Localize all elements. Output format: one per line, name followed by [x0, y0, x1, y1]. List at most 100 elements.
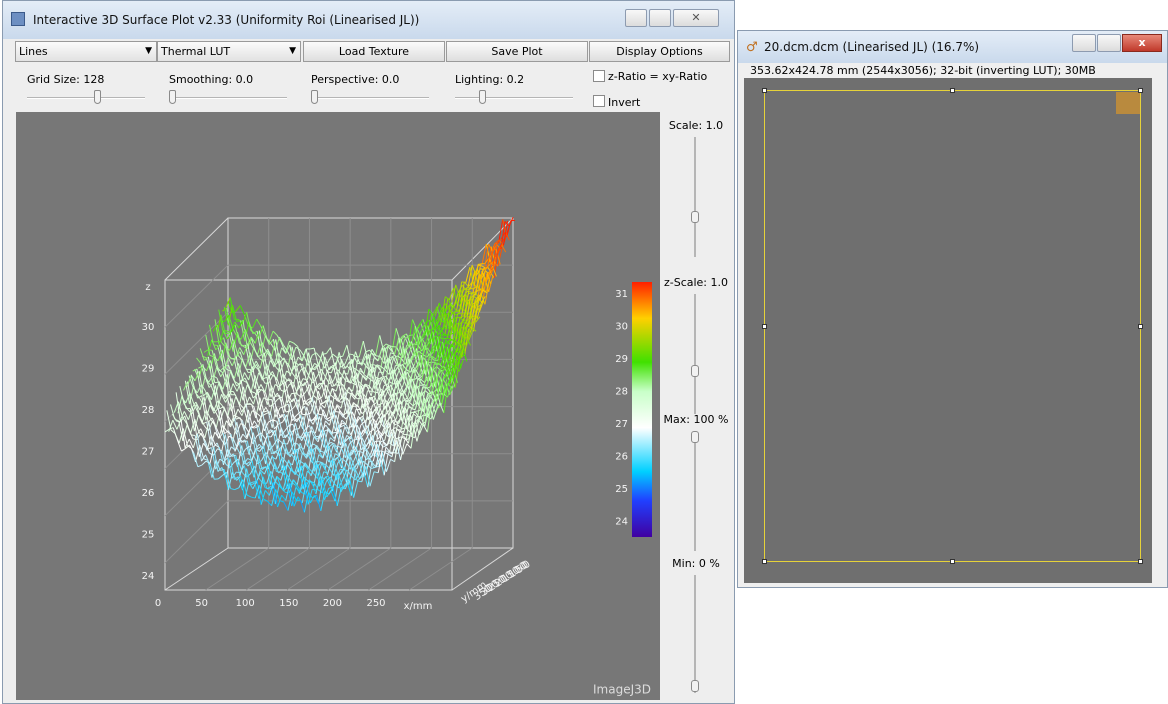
checkbox[interactable] — [593, 95, 605, 107]
app-icon — [11, 12, 25, 26]
side-slider-label: Min: 0 % — [661, 557, 731, 570]
surface-line — [458, 313, 462, 314]
colorbar-tick-label: 30 — [615, 322, 628, 333]
surface-line — [358, 481, 362, 482]
close-button[interactable]: x — [1122, 34, 1162, 52]
roi-handle — [1138, 88, 1143, 93]
slider-track — [27, 97, 145, 99]
slider-label: Smoothing: 0.0 — [169, 73, 287, 86]
side-panel — [661, 113, 731, 701]
maximize-button[interactable] — [649, 9, 671, 27]
slider-knob[interactable] — [169, 90, 176, 104]
x-tick-label: 100 — [236, 598, 255, 609]
title-bar: Interactive 3D Surface Plot v2.33 (Unifo… — [3, 1, 734, 39]
colorbar-tick-label: 27 — [615, 419, 628, 430]
side-slider-label: Max: 100 % — [661, 413, 731, 426]
save-plot-button[interactable]: Save Plot — [446, 41, 588, 62]
side-slider-track — [694, 294, 696, 414]
roi-handle — [762, 324, 767, 329]
slider-track — [311, 97, 429, 99]
roi-handle — [1138, 324, 1143, 329]
roi-rectangle — [764, 90, 1141, 562]
slider-knob[interactable] — [479, 90, 486, 104]
x-tick-label: 50 — [195, 598, 208, 609]
checkbox[interactable] — [593, 70, 605, 82]
colorbar-tick-label: 29 — [615, 354, 628, 365]
slider-label: Grid Size: 128 — [27, 73, 145, 86]
title-bar: ♂ 20.dcm.dcm (Linearised JL) (16.7%) x — [738, 31, 1167, 63]
surface-line — [414, 411, 418, 412]
x-tick-label: 150 — [279, 598, 298, 609]
image-panel: 353.62x424.78 mm (2544x3056); 32-bit (in… — [738, 63, 1167, 587]
close-button[interactable]: ✕ — [673, 9, 719, 27]
lut-dropdown[interactable]: Thermal LUT▼ — [157, 41, 301, 62]
slider-track — [169, 97, 287, 99]
surface-line — [455, 314, 459, 315]
surface-line — [236, 472, 240, 473]
image-canvas — [744, 78, 1152, 583]
color-bar — [632, 282, 652, 537]
maximize-button[interactable] — [1097, 34, 1121, 52]
surface-line — [411, 409, 415, 410]
roi-handle — [950, 88, 955, 93]
z-tick-label: 25 — [142, 530, 155, 541]
slider-knob[interactable] — [94, 90, 101, 104]
image-window: ♂ 20.dcm.dcm (Linearised JL) (16.7%) x 3… — [737, 30, 1168, 588]
screen: Interactive 3D Surface Plot v2.33 (Unifo… — [0, 0, 1168, 704]
surface-line — [191, 435, 195, 436]
side-slider-track — [694, 431, 696, 551]
z-tick-label: 30 — [142, 322, 155, 333]
window-title: 20.dcm.dcm (Linearised JL) (16.7%) — [764, 40, 979, 54]
minimize-button[interactable] — [1072, 34, 1096, 52]
surface-line — [390, 452, 394, 453]
colorbar-tick-label: 24 — [615, 517, 628, 528]
colorbar-tick-label: 31 — [615, 289, 628, 300]
image-info: 353.62x424.78 mm (2544x3056); 32-bit (in… — [750, 64, 1096, 77]
dropdown-value: Lines — [19, 45, 48, 58]
surface-line — [368, 391, 372, 392]
x-tick-label: 200 — [323, 598, 342, 609]
watermark: ImageJ3D — [593, 683, 651, 697]
roi-handle — [762, 559, 767, 564]
side-slider-knob[interactable] — [691, 431, 699, 443]
roi-handle — [950, 559, 955, 564]
surface-line — [208, 350, 212, 351]
display-options-button[interactable]: Display Options — [589, 41, 730, 62]
side-slider-knob[interactable] — [691, 680, 699, 692]
checkbox-label: Invert — [608, 96, 640, 109]
z-tick-label: 27 — [142, 447, 155, 458]
z-tick-label: 24 — [142, 571, 155, 582]
colorbar-tick-label: 25 — [615, 484, 628, 495]
app-icon: ♂ — [746, 40, 758, 55]
z-axis-label: z — [145, 282, 150, 293]
z-tick-label: 26 — [142, 488, 155, 499]
dropdown-value: Thermal LUT — [161, 45, 230, 58]
side-slider-knob[interactable] — [691, 365, 699, 377]
surface-line — [455, 317, 459, 318]
window-title: Interactive 3D Surface Plot v2.33 (Unifo… — [33, 13, 419, 27]
surface-plot: z30292827262524050100150200250x/mmy/mm35… — [16, 112, 660, 700]
z-tick-label: 28 — [142, 405, 155, 416]
x-tick-label: 0 — [155, 598, 161, 609]
side-slider-track — [694, 137, 696, 257]
minimize-button[interactable] — [625, 9, 647, 27]
side-slider-knob[interactable] — [691, 211, 699, 223]
x-axis-label: x/mm — [404, 601, 433, 612]
roi-handle — [1138, 559, 1143, 564]
slider-knob[interactable] — [311, 90, 318, 104]
load-texture-button[interactable]: Load Texture — [303, 41, 445, 62]
x-tick-label: 250 — [366, 598, 385, 609]
side-slider-label: z-Scale: 1.0 — [661, 276, 731, 289]
slider-label: Lighting: 0.2 — [455, 73, 573, 86]
roi-handle — [762, 88, 767, 93]
surface-line — [356, 409, 360, 410]
colorbar-tick-label: 28 — [615, 387, 628, 398]
surface-line — [335, 411, 339, 412]
checkbox-label: z-Ratio = xy-Ratio — [608, 70, 707, 83]
colorbar-tick-label: 26 — [615, 452, 628, 463]
side-slider-label: Scale: 1.0 — [661, 119, 731, 132]
mode-dropdown[interactable]: Lines▼ — [15, 41, 157, 62]
slider-label: Perspective: 0.0 — [311, 73, 429, 86]
z-tick-label: 29 — [142, 364, 155, 375]
side-slider-track — [694, 575, 696, 693]
